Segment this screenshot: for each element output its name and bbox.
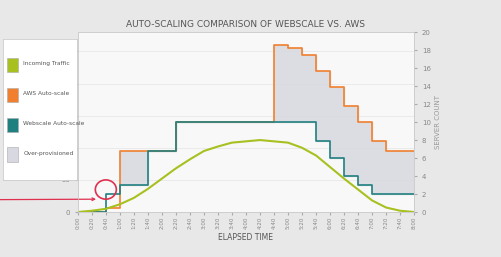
- FancyBboxPatch shape: [7, 58, 18, 72]
- Text: Over-provisioned: Over-provisioned: [23, 151, 74, 155]
- X-axis label: ELAPSED TIME: ELAPSED TIME: [218, 233, 273, 242]
- Text: Webscale Auto-scale: Webscale Auto-scale: [23, 121, 85, 126]
- Text: AWS Auto-scale: AWS Auto-scale: [23, 91, 70, 96]
- Y-axis label: SERVER COUNT: SERVER COUNT: [434, 95, 440, 149]
- FancyBboxPatch shape: [7, 148, 18, 162]
- FancyBboxPatch shape: [7, 88, 18, 102]
- Y-axis label: REQUESTS PER SECOND: REQUESTS PER SECOND: [47, 80, 53, 164]
- Text: Incoming Traffic: Incoming Traffic: [23, 61, 70, 67]
- Text: Predictive algorithms
scale out faster: Predictive algorithms scale out faster: [0, 194, 95, 207]
- FancyBboxPatch shape: [7, 118, 18, 132]
- Title: AUTO-SCALING COMPARISON OF WEBSCALE VS. AWS: AUTO-SCALING COMPARISON OF WEBSCALE VS. …: [126, 20, 365, 29]
